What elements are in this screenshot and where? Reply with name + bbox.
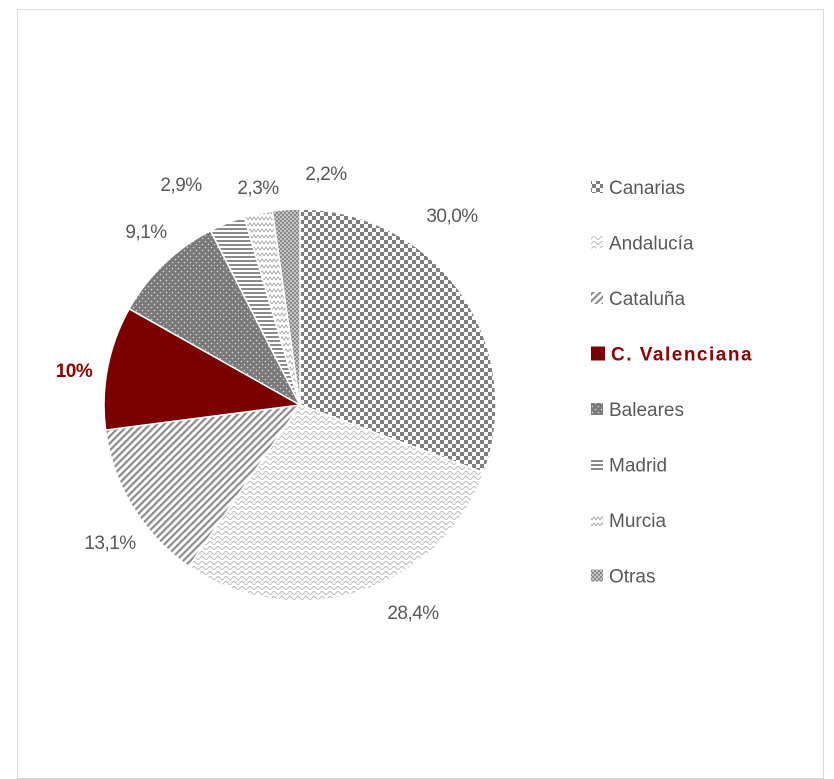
legend-item-canarias: Canarias [591,178,685,199]
data-label-c-valenciana: 10% [56,361,93,382]
pie-slice-otras [271,208,301,406]
legend-label-cataluna: Cataluña [609,289,685,310]
legend-label-otras: Otras [609,567,655,588]
legend-item-cataluna: Cataluña [591,289,685,310]
pie-slice-baleares [128,229,302,407]
legend-swatch-c-valenciana [591,346,605,361]
legend: Canarias Andalucía Cataluña C. Valenciana Ba… [591,178,753,588]
legend-swatch-andalucia [591,236,603,249]
data-label-madrid: 2,9% [160,175,202,196]
legend-swatch-canarias [591,181,603,193]
legend-item-otras: Otras [591,567,655,588]
pie-data-labels: 30,0% 28,4% 13,1% 10% 9,1% 2,9% 2,3% 2,2% [56,164,479,624]
legend-item-baleares: Baleares [591,400,684,421]
pie-slice-canarias [299,208,497,474]
legend-label-madrid: Madrid [609,456,667,477]
data-label-murcia: 2,3% [237,178,279,199]
pie-slices [103,208,497,602]
legend-swatch-baleares [591,403,603,415]
legend-label-murcia: Murcia [609,511,666,532]
data-label-baleares: 9,1% [125,222,167,243]
legend-label-andalucia: Andalucía [609,234,694,255]
legend-label-canarias: Canarias [609,178,685,199]
data-label-otras: 2,2% [305,164,347,185]
legend-swatch-cataluna [591,292,603,304]
data-label-andalucia: 28,4% [387,603,439,624]
data-label-canarias: 30,0% [426,206,478,227]
legend-swatch-madrid [591,458,603,471]
legend-item-madrid: Madrid [591,456,667,477]
pie-slice-andalucia [187,404,485,602]
legend-swatch-murcia [591,514,603,526]
pie-slice-c-valenciana [103,307,303,431]
legend-label-c-valenciana: C. Valenciana [611,345,753,366]
legend-item-c-valenciana: C. Valenciana [591,345,753,366]
legend-item-murcia: Murcia [591,511,666,532]
data-label-cataluna: 13,1% [84,533,136,554]
pie-slice-cataluna [104,404,302,568]
legend-swatch-otras [591,569,603,582]
legend-item-andalucia: Andalucía [591,234,694,255]
legend-label-baleares: Baleares [609,400,684,421]
